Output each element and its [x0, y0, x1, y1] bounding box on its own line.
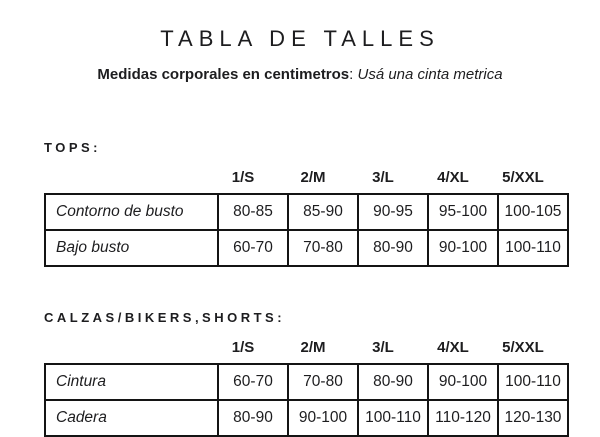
measurement-value: 70-80 — [287, 363, 359, 401]
size-column-header: 2/M — [300, 339, 326, 356]
size-table-tops: Contorno de busto 80-85 85-90 90-95 95-100 10… — [44, 193, 569, 267]
subtitle-italic-text: Usá una cinta metrica — [357, 66, 503, 83]
measurement-value: 90-100 — [287, 399, 359, 437]
measurement-value: 120-130 — [497, 399, 569, 437]
measurement-label: Cadera — [44, 399, 219, 437]
measurement-label: Contorno de busto — [44, 193, 219, 231]
size-column-header: 2/M — [300, 169, 326, 186]
size-column-header: 5/XXL — [502, 339, 544, 356]
size-header-row: 1/S 2/M 3/L 4/XL 5/XXL — [44, 169, 558, 187]
measurement-value: 90-95 — [357, 193, 429, 231]
measurement-label: Cintura — [44, 363, 219, 401]
section-calzas: CALZAS/BIKERS,SHORTS: 1/S 2/M 3/L 4/XL 5/XXL… — [44, 310, 569, 437]
size-column-header: 5/XXL — [502, 169, 544, 186]
section-heading-tops: TOPS: — [44, 140, 101, 155]
table-row: Bajo busto 60-70 70-80 80-90 90-100 100-110 — [44, 229, 569, 267]
measurement-label: Bajo busto — [44, 229, 219, 267]
table-row: Cintura 60-70 70-80 80-90 90-100 100-110 — [44, 363, 569, 401]
section-heading-calzas: CALZAS/BIKERS,SHORTS: — [44, 310, 286, 325]
measurement-value: 80-90 — [217, 399, 289, 437]
measurement-value: 100-105 — [497, 193, 569, 231]
measurement-value: 70-80 — [287, 229, 359, 267]
size-column-header: 4/XL — [437, 169, 469, 186]
size-column-header: 3/L — [372, 169, 394, 186]
measurement-value: 80-90 — [357, 363, 429, 401]
measurement-value: 110-120 — [427, 399, 499, 437]
size-header-row: 1/S 2/M 3/L 4/XL 5/XXL — [44, 339, 558, 357]
measurement-value: 95-100 — [427, 193, 499, 231]
section-tops: TOPS: 1/S 2/M 3/L 4/XL 5/XXL Contorno de bus… — [44, 140, 569, 267]
size-table-calzas: Cintura 60-70 70-80 80-90 90-100 100-110 Cader… — [44, 363, 569, 437]
measurement-value: 90-100 — [427, 363, 499, 401]
measurement-value: 85-90 — [287, 193, 359, 231]
subtitle-bold-text: Medidas corporales en centimetros — [97, 66, 350, 83]
size-column-header: 3/L — [372, 339, 394, 356]
measurement-value: 90-100 — [427, 229, 499, 267]
measurement-value: 60-70 — [217, 229, 289, 267]
measurement-value: 80-85 — [217, 193, 289, 231]
measurement-value: 100-110 — [357, 399, 429, 437]
measurement-value: 80-90 — [357, 229, 429, 267]
measurement-value: 100-110 — [497, 229, 569, 267]
subtitle: Medidas corporales en centimetros: Usá u… — [0, 66, 600, 84]
table-row: Cadera 80-90 90-100 100-110 110-120 120-130 — [44, 399, 569, 437]
table-row: Contorno de busto 80-85 85-90 90-95 95-100 10… — [44, 193, 569, 231]
size-column-header: 1/S — [231, 339, 255, 356]
size-column-header: 1/S — [231, 169, 255, 186]
page-title: TABLA DE TALLES — [160, 26, 440, 51]
subtitle-separator: : — [349, 66, 358, 83]
measurement-value: 100-110 — [497, 363, 569, 401]
size-column-header: 4/XL — [437, 339, 469, 356]
measurement-value: 60-70 — [217, 363, 289, 401]
